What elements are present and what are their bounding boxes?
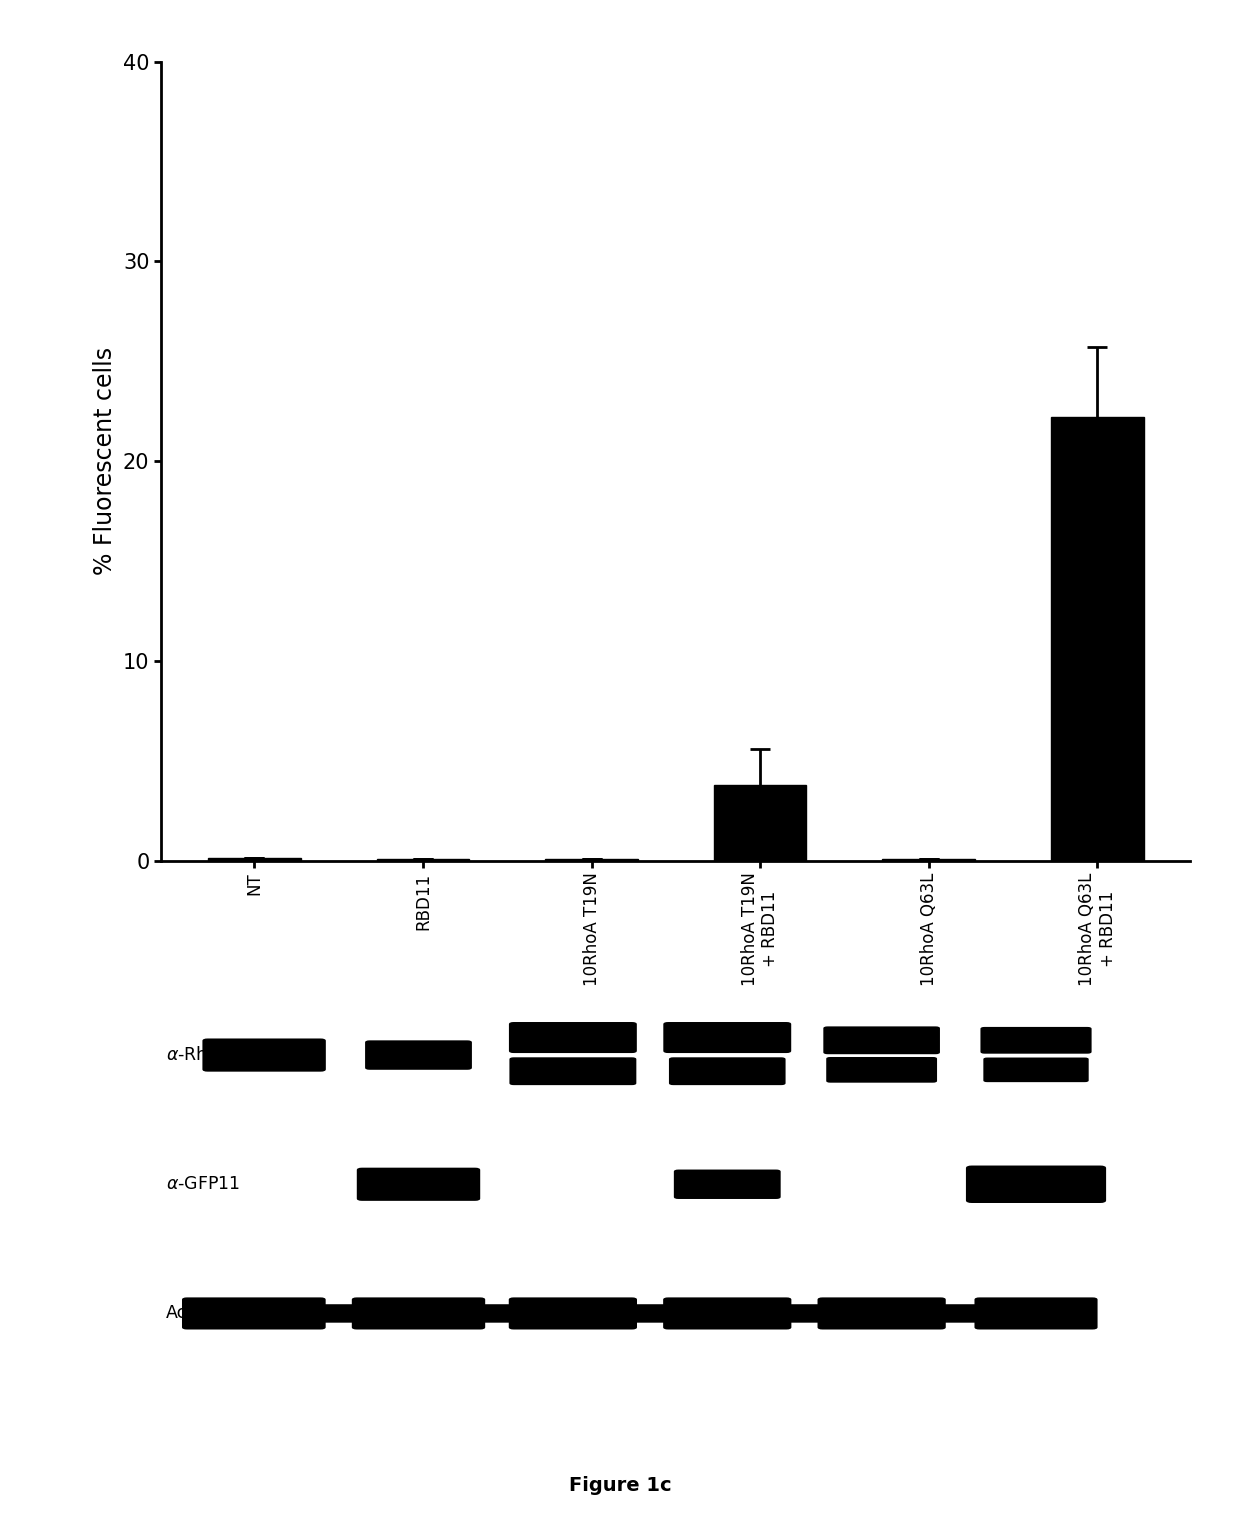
FancyBboxPatch shape	[182, 1298, 326, 1329]
Text: Actin: Actin	[166, 1304, 211, 1323]
Bar	[1050, 417, 1143, 861]
FancyBboxPatch shape	[357, 1167, 480, 1201]
FancyBboxPatch shape	[365, 1040, 472, 1070]
FancyBboxPatch shape	[934, 1304, 985, 1323]
FancyBboxPatch shape	[508, 1023, 637, 1054]
Bar	[546, 858, 637, 861]
Bar	[714, 786, 806, 861]
FancyBboxPatch shape	[826, 1057, 937, 1083]
FancyBboxPatch shape	[202, 1038, 326, 1072]
Bar	[377, 860, 469, 861]
Text: $\alpha$-GFP11: $\alpha$-GFP11	[166, 1175, 241, 1193]
FancyBboxPatch shape	[510, 1057, 636, 1086]
FancyBboxPatch shape	[625, 1304, 676, 1323]
FancyBboxPatch shape	[817, 1298, 946, 1329]
FancyBboxPatch shape	[981, 1027, 1091, 1054]
FancyBboxPatch shape	[966, 1166, 1106, 1203]
FancyBboxPatch shape	[779, 1304, 830, 1323]
Text: Figure 1c: Figure 1c	[569, 1476, 671, 1495]
Text: $\alpha$-RhoA: $\alpha$-RhoA	[166, 1046, 232, 1064]
Bar	[208, 858, 301, 861]
FancyBboxPatch shape	[352, 1298, 485, 1329]
FancyBboxPatch shape	[975, 1298, 1097, 1329]
Y-axis label: % Fluorescent cells: % Fluorescent cells	[93, 348, 118, 575]
FancyBboxPatch shape	[673, 1169, 781, 1200]
FancyBboxPatch shape	[508, 1298, 637, 1329]
Bar	[883, 858, 975, 861]
FancyBboxPatch shape	[668, 1057, 786, 1086]
FancyBboxPatch shape	[316, 1304, 367, 1323]
FancyBboxPatch shape	[470, 1304, 521, 1323]
FancyBboxPatch shape	[663, 1298, 791, 1329]
FancyBboxPatch shape	[663, 1023, 791, 1054]
FancyBboxPatch shape	[983, 1058, 1089, 1083]
FancyBboxPatch shape	[823, 1026, 940, 1054]
